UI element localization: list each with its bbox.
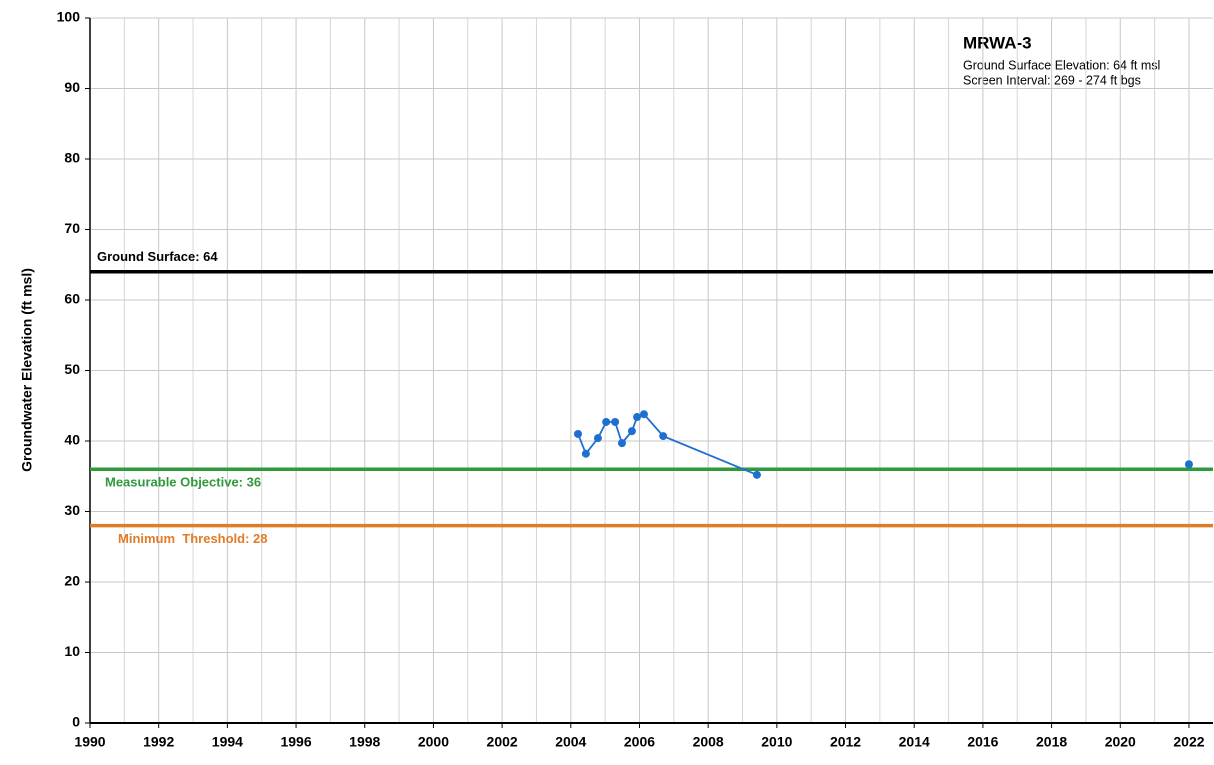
x-tick-label: 2010 [761,734,792,750]
x-tick-label: 1992 [143,734,174,750]
data-point [659,432,668,441]
data-point [611,417,620,426]
y-tick-label: 40 [64,432,80,448]
y-tick-label: 30 [64,502,80,518]
data-point [752,470,761,479]
data-point [593,434,602,443]
x-tick-label: 1996 [280,734,311,750]
x-tick-label: 2006 [624,734,655,750]
x-tick-label: 2018 [1036,734,1067,750]
annotation-line: Ground Surface Elevation: 64 ft msl [963,58,1160,72]
data-point [581,449,590,458]
x-tick-label: 2016 [967,734,998,750]
y-tick-label: 50 [64,361,80,377]
y-axis-label: Groundwater Elevation (ft msl) [19,268,35,472]
data-point [617,439,626,448]
y-tick-label: 70 [64,220,80,236]
x-tick-label: 2012 [830,734,861,750]
reference-label: Ground Surface: 64 [97,249,218,264]
x-tick-label: 2014 [899,734,930,750]
y-tick-label: 0 [72,714,80,730]
data-point [639,410,648,419]
x-tick-label: 2020 [1105,734,1136,750]
x-tick-label: 1994 [212,734,243,750]
data-point [633,413,642,422]
x-tick-label: 2008 [693,734,724,750]
well-name: MRWA-3 [963,33,1032,52]
x-tick-label: 2000 [418,734,449,750]
y-tick-label: 80 [64,150,80,166]
y-tick-label: 20 [64,573,80,589]
x-tick-label: 2022 [1173,734,1204,750]
y-tick-label: 10 [64,643,80,659]
data-point [1184,460,1193,469]
x-tick-label: 1990 [74,734,105,750]
y-tick-label: 60 [64,291,80,307]
reference-label: Minimum Threshold: 28 [118,531,268,546]
y-tick-label: 90 [64,79,80,95]
x-tick-label: 1998 [349,734,380,750]
x-tick-label: 2004 [555,734,586,750]
y-tick-label: 100 [57,9,81,25]
reference-label: Measurable Objective: 36 [105,475,261,490]
data-point [627,427,636,436]
data-point [602,417,611,426]
x-tick-label: 2002 [487,734,518,750]
data-point [574,429,583,438]
